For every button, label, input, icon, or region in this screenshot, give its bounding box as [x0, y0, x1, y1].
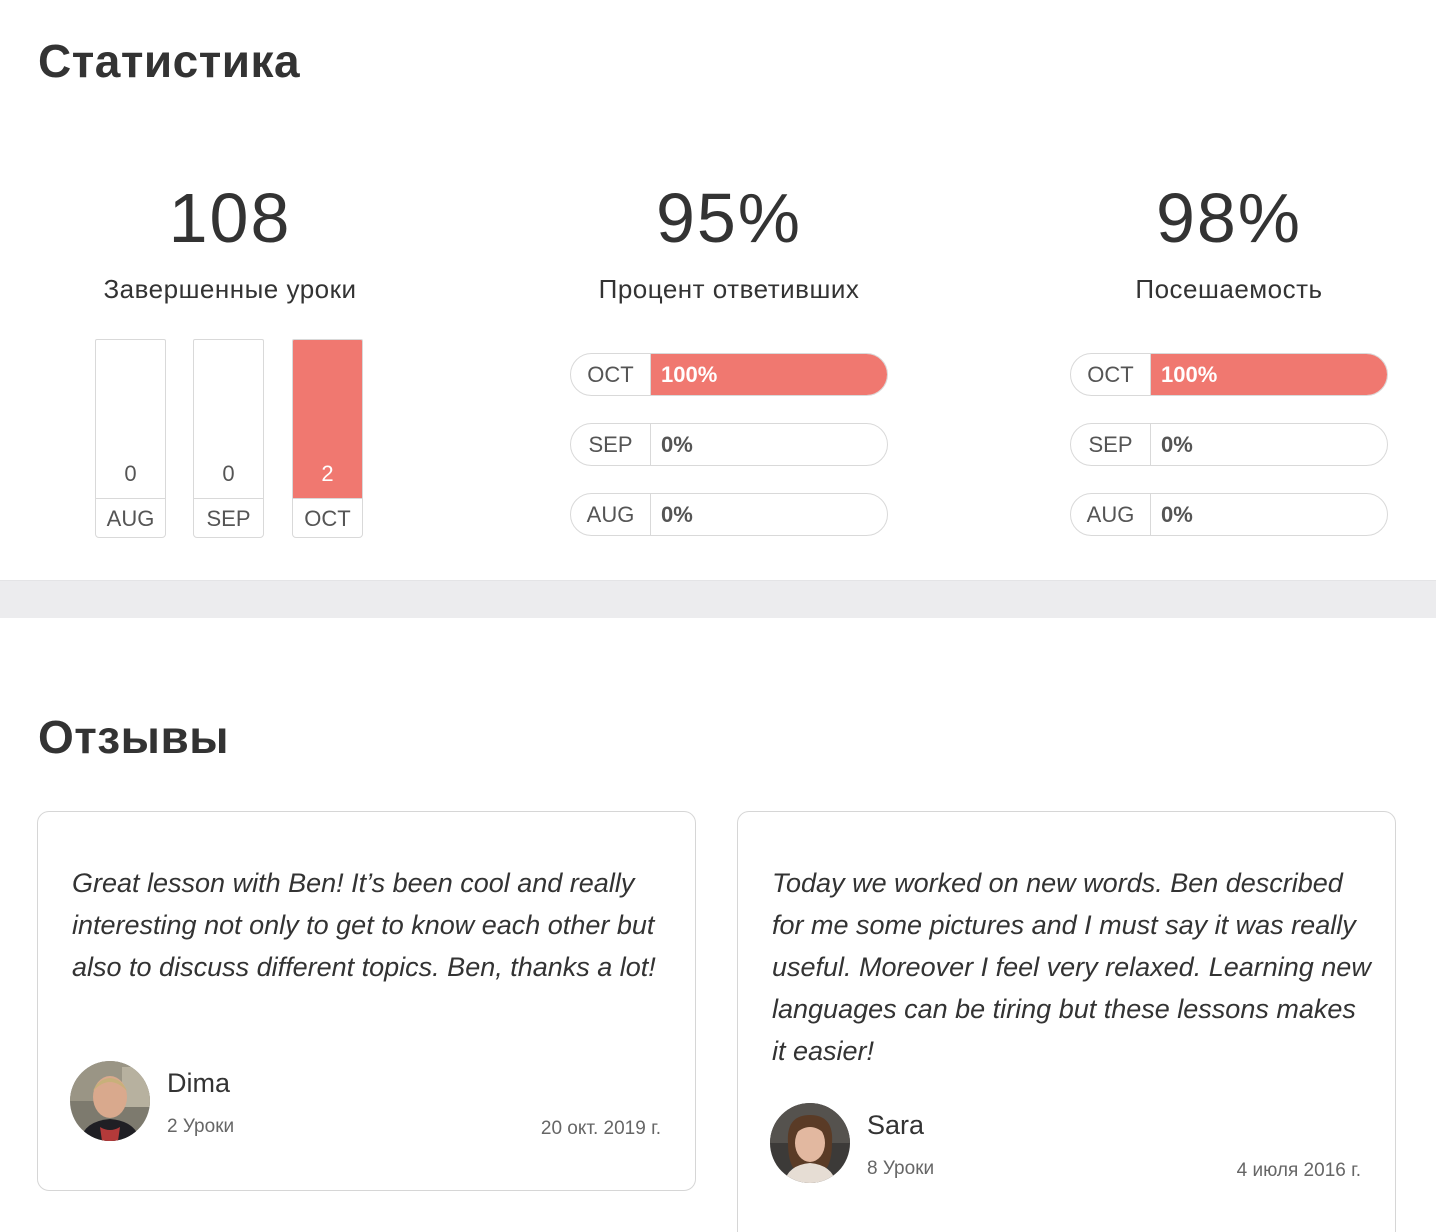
- attendance-stat: 98% Посешаемость: [999, 180, 1436, 305]
- completed-bar-oct: 2 OCT: [292, 339, 363, 539]
- attendance-bar-oct: OCT 100%: [1070, 353, 1388, 396]
- bar-value: 0%: [1161, 502, 1193, 527]
- response-bar-aug: AUG 0%: [570, 493, 888, 536]
- review-date: 20 окт. 2019 г.: [540, 1118, 661, 1139]
- completed-bar-sep: 0 SEP: [193, 339, 264, 539]
- completed-lessons-value: 108: [168, 179, 292, 257]
- bar-value: 100%: [661, 362, 718, 387]
- bar-month-label: AUG: [95, 498, 166, 538]
- attendance-label: Посешаемость: [1135, 274, 1323, 304]
- review-text: Great lesson with Ben! It’s been cool an…: [72, 868, 656, 982]
- reviewer-lessons: 2 Уроки: [167, 1116, 235, 1137]
- avatar[interactable]: [70, 1061, 150, 1141]
- bar-value: 0%: [661, 502, 693, 527]
- bar-month-label: OCT: [571, 354, 651, 395]
- avatar[interactable]: [770, 1103, 850, 1183]
- bar-track: 0: [95, 339, 166, 498]
- reviews-title: Отзывы: [38, 711, 230, 763]
- bar-month-label: AUG: [1071, 494, 1151, 535]
- response-bar-oct: OCT 100%: [570, 353, 888, 396]
- attendance-value: 98%: [1155, 179, 1303, 257]
- avatar-photo-female-icon: [770, 1103, 850, 1183]
- reviewer-name[interactable]: Dima: [167, 1068, 231, 1098]
- bar-month-label: AUG: [571, 494, 651, 535]
- avatar-photo-male-icon: [70, 1061, 150, 1141]
- attendance-bar-aug: AUG 0%: [1070, 493, 1388, 536]
- bar-month-label: SEP: [571, 424, 651, 465]
- bar-month-label: SEP: [193, 498, 264, 538]
- review-card: Great lesson with Ben! It’s been cool an…: [37, 811, 696, 1191]
- bar-month-label: OCT: [292, 498, 363, 538]
- completed-lessons-stat: 108 Завершенные уроки: [0, 180, 460, 305]
- bar-value: 0: [124, 461, 137, 486]
- statistics-title: Статистика: [38, 35, 301, 87]
- bar-track: 2: [292, 339, 363, 498]
- response-bar-sep: SEP 0%: [570, 423, 888, 466]
- bar-fill: [1151, 354, 1387, 395]
- reviewer-name[interactable]: Sara: [867, 1110, 925, 1140]
- completed-lessons-label: Завершенные уроки: [103, 274, 357, 304]
- section-divider: [0, 580, 1436, 618]
- bar-value: 0%: [1161, 432, 1193, 457]
- review-text: Today we worked on new words. Ben descri…: [772, 868, 1371, 1066]
- response-rate-label: Процент ответивших: [598, 274, 860, 304]
- bar-value: 100%: [1161, 362, 1218, 387]
- bar-month-label: SEP: [1071, 424, 1151, 465]
- bar-track: 0: [193, 339, 264, 498]
- review-date: 4 июля 2016 г.: [1236, 1160, 1361, 1181]
- bar-fill: [651, 354, 887, 395]
- bar-value: 0: [222, 461, 235, 486]
- response-rate-value: 95%: [655, 179, 803, 257]
- completed-bar-aug: 0 AUG: [95, 339, 166, 539]
- attendance-bar-sep: SEP 0%: [1070, 423, 1388, 466]
- bar-value: 0%: [661, 432, 693, 457]
- bar-value: 2: [321, 461, 334, 486]
- reviewer-lessons: 8 Уроки: [867, 1158, 935, 1179]
- bar-fill: [293, 340, 362, 498]
- bar-month-label: OCT: [1071, 354, 1151, 395]
- response-rate-stat: 95% Процент ответивших: [499, 180, 959, 305]
- review-card: Today we worked on new words. Ben descri…: [737, 811, 1396, 1232]
